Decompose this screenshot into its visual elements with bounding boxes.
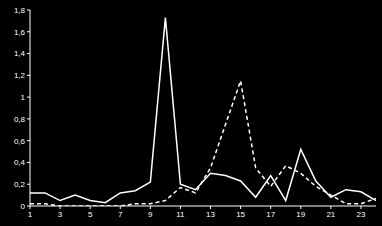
svg-text:11: 11 [176,210,185,219]
svg-text:1,6: 1,6 [14,28,26,37]
svg-text:1: 1 [28,210,33,219]
svg-text:0: 0 [21,202,26,211]
svg-text:19: 19 [296,210,305,219]
svg-text:1,2: 1,2 [14,71,26,80]
svg-text:7: 7 [118,210,123,219]
svg-text:0,2: 0,2 [14,180,26,189]
svg-text:9: 9 [148,210,153,219]
svg-text:3: 3 [58,210,63,219]
svg-text:0,8: 0,8 [14,115,26,124]
svg-text:21: 21 [326,210,335,219]
svg-text:5: 5 [88,210,93,219]
svg-text:13: 13 [206,210,215,219]
svg-text:1,4: 1,4 [14,49,26,58]
svg-text:23: 23 [357,210,366,219]
svg-text:15: 15 [236,210,245,219]
svg-text:0,4: 0,4 [14,158,26,167]
svg-text:0,6: 0,6 [14,137,26,146]
svg-text:17: 17 [266,210,275,219]
svg-text:1,8: 1,8 [14,6,26,15]
svg-text:1: 1 [21,93,26,102]
